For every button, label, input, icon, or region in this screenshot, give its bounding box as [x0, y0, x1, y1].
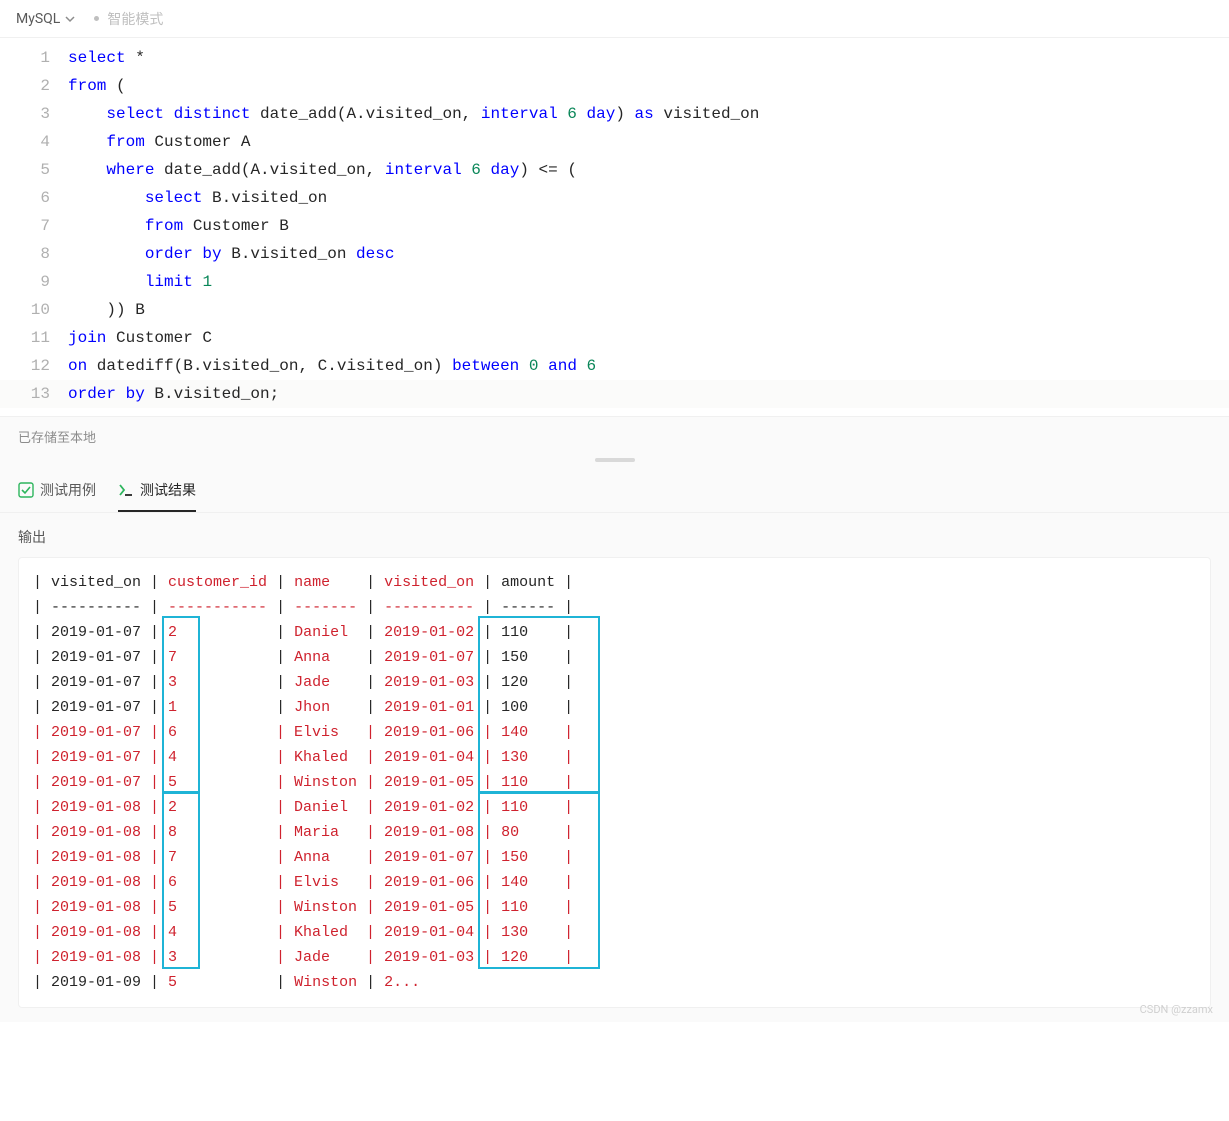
panel-drag-handle[interactable]: [0, 456, 1229, 464]
code-content: order by B.visited_on;: [68, 380, 1229, 408]
code-line[interactable]: 10 )) B: [0, 296, 1229, 324]
line-number: 10: [0, 296, 68, 324]
mode-label-text: 智能模式: [107, 9, 163, 29]
code-content: join Customer C: [68, 324, 1229, 352]
output-header: | visited_on | customer_id | name | visi…: [33, 570, 1196, 595]
code-line[interactable]: 8 order by B.visited_on desc: [0, 240, 1229, 268]
line-number: 6: [0, 184, 68, 212]
code-content: )) B: [68, 296, 1229, 324]
output-row: | 2019-01-07 | 6 | Elvis | 2019-01-06 | …: [33, 720, 1196, 745]
line-number: 7: [0, 212, 68, 240]
code-content: where date_add(A.visited_on, interval 6 …: [68, 156, 1229, 184]
code-line[interactable]: 1select *: [0, 44, 1229, 72]
output-row: | 2019-01-07 | 7 | Anna | 2019-01-07 | 1…: [33, 645, 1196, 670]
output-row: | 2019-01-07 | 5 | Winston | 2019-01-05 …: [33, 770, 1196, 795]
tab-test-results-label: 测试结果: [140, 480, 196, 500]
code-content: select B.visited_on: [68, 184, 1229, 212]
drag-grip-icon: [595, 458, 635, 462]
code-line[interactable]: 3 select distinct date_add(A.visited_on,…: [0, 100, 1229, 128]
output-row: | 2019-01-08 | 7 | Anna | 2019-01-07 | 1…: [33, 845, 1196, 870]
output-row: | 2019-01-07 | 1 | Jhon | 2019-01-01 | 1…: [33, 695, 1196, 720]
mode-indicator: 智能模式: [94, 9, 163, 29]
line-number: 13: [0, 380, 68, 408]
code-content: from Customer B: [68, 212, 1229, 240]
check-icon: [18, 482, 34, 498]
code-line[interactable]: 11join Customer C: [0, 324, 1229, 352]
code-line[interactable]: 12on datediff(B.visited_on, C.visited_on…: [0, 352, 1229, 380]
line-number: 4: [0, 128, 68, 156]
watermark: CSDN @zzamx: [1140, 1003, 1213, 1016]
save-status: 已存储至本地: [0, 416, 1229, 456]
code-line[interactable]: 5 where date_add(A.visited_on, interval …: [0, 156, 1229, 184]
output-section: 输出 | visited_on | customer_id | name | v…: [0, 513, 1229, 1022]
output-divider: | ---------- | ----------- | ------- | -…: [33, 595, 1196, 620]
line-number: 2: [0, 72, 68, 100]
output-label: 输出: [18, 527, 1211, 547]
tab-test-results[interactable]: 测试结果: [118, 474, 196, 512]
output-box[interactable]: | visited_on | customer_id | name | visi…: [18, 557, 1211, 1008]
line-number: 12: [0, 352, 68, 380]
code-content: from Customer A: [68, 128, 1229, 156]
output-row: | 2019-01-07 | 2 | Daniel | 2019-01-02 |…: [33, 620, 1196, 645]
output-row: | 2019-01-09 | 5 | Winston | 2...: [33, 970, 1196, 995]
db-selector[interactable]: MySQL: [16, 11, 76, 27]
tab-test-cases[interactable]: 测试用例: [18, 474, 96, 512]
tab-test-cases-label: 测试用例: [40, 480, 96, 500]
output-row: | 2019-01-08 | 5 | Winston | 2019-01-05 …: [33, 895, 1196, 920]
result-tabs: 测试用例 测试结果: [0, 464, 1229, 513]
output-row: | 2019-01-08 | 6 | Elvis | 2019-01-06 | …: [33, 870, 1196, 895]
line-number: 8: [0, 240, 68, 268]
code-editor[interactable]: 1select *2from (3 select distinct date_a…: [0, 38, 1229, 416]
code-content: limit 1: [68, 268, 1229, 296]
code-line[interactable]: 2from (: [0, 72, 1229, 100]
output-row: | 2019-01-08 | 2 | Daniel | 2019-01-02 |…: [33, 795, 1196, 820]
output-row: | 2019-01-07 | 4 | Khaled | 2019-01-04 |…: [33, 745, 1196, 770]
code-line[interactable]: 6 select B.visited_on: [0, 184, 1229, 212]
line-number: 9: [0, 268, 68, 296]
code-content: select *: [68, 44, 1229, 72]
output-row: | 2019-01-08 | 4 | Khaled | 2019-01-04 |…: [33, 920, 1196, 945]
chevron-down-icon: [64, 13, 76, 25]
code-line[interactable]: 13order by B.visited_on;: [0, 380, 1229, 408]
code-content: select distinct date_add(A.visited_on, i…: [68, 100, 1229, 128]
mode-dot-icon: [94, 16, 99, 21]
code-line[interactable]: 4 from Customer A: [0, 128, 1229, 156]
code-content: on datediff(B.visited_on, C.visited_on) …: [68, 352, 1229, 380]
toolbar: MySQL 智能模式: [0, 0, 1229, 38]
line-number: 5: [0, 156, 68, 184]
line-number: 3: [0, 100, 68, 128]
output-row: | 2019-01-07 | 3 | Jade | 2019-01-03 | 1…: [33, 670, 1196, 695]
terminal-icon: [118, 482, 134, 498]
output-row: | 2019-01-08 | 8 | Maria | 2019-01-08 | …: [33, 820, 1196, 845]
code-line[interactable]: 7 from Customer B: [0, 212, 1229, 240]
output-row: | 2019-01-08 | 3 | Jade | 2019-01-03 | 1…: [33, 945, 1196, 970]
line-number: 11: [0, 324, 68, 352]
code-line[interactable]: 9 limit 1: [0, 268, 1229, 296]
line-number: 1: [0, 44, 68, 72]
code-content: order by B.visited_on desc: [68, 240, 1229, 268]
db-label: MySQL: [16, 11, 60, 27]
code-content: from (: [68, 72, 1229, 100]
